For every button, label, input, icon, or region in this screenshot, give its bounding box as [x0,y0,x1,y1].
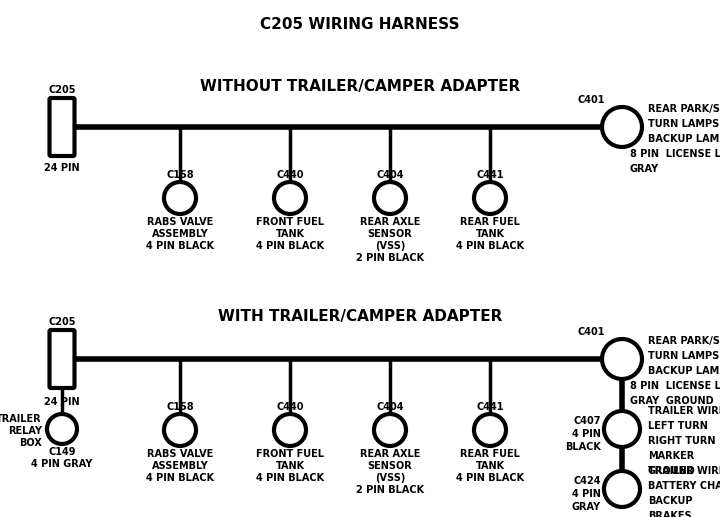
Text: 8 PIN  LICENSE LAMPS: 8 PIN LICENSE LAMPS [630,381,720,391]
Circle shape [374,182,406,214]
Text: GRAY: GRAY [630,164,659,174]
Text: C401: C401 [577,327,605,337]
Text: C440: C440 [276,170,304,180]
Text: C424: C424 [574,476,601,486]
FancyBboxPatch shape [50,98,74,156]
FancyBboxPatch shape [50,330,74,388]
Text: 4 PIN BLACK: 4 PIN BLACK [456,241,524,251]
Text: 4 PIN: 4 PIN [572,429,601,439]
Circle shape [164,414,196,446]
Circle shape [604,471,640,507]
Text: C404: C404 [377,402,404,412]
Text: C205 WIRING HARNESS: C205 WIRING HARNESS [260,17,460,32]
Circle shape [274,414,306,446]
Text: C441: C441 [476,170,504,180]
Text: C440: C440 [276,402,304,412]
Text: REAR AXLE: REAR AXLE [360,217,420,227]
Text: RELAY: RELAY [8,426,42,436]
Text: C149: C149 [48,447,76,457]
Text: SENSOR: SENSOR [368,461,413,471]
Text: TURN LAMPS: TURN LAMPS [648,351,719,361]
Text: RIGHT TURN: RIGHT TURN [648,436,716,446]
Text: LEFT TURN: LEFT TURN [648,421,708,431]
Circle shape [602,339,642,379]
Text: 2 PIN BLACK: 2 PIN BLACK [356,253,424,263]
Text: 4 PIN BLACK: 4 PIN BLACK [256,473,324,483]
Circle shape [374,414,406,446]
Text: 8 PIN  LICENSE LAMPS: 8 PIN LICENSE LAMPS [630,149,720,159]
Text: C441: C441 [476,402,504,412]
Text: WITH TRAILER/CAMPER ADAPTER: WITH TRAILER/CAMPER ADAPTER [218,310,502,325]
Text: WITHOUT TRAILER/CAMPER ADAPTER: WITHOUT TRAILER/CAMPER ADAPTER [200,80,520,95]
Circle shape [164,182,196,214]
Text: 4 PIN BLACK: 4 PIN BLACK [146,241,214,251]
Text: C158: C158 [166,402,194,412]
Text: C205: C205 [48,85,76,95]
Text: TRAILER WIRES: TRAILER WIRES [648,406,720,416]
Text: 24 PIN: 24 PIN [44,397,80,407]
Text: 4 PIN BLACK: 4 PIN BLACK [256,241,324,251]
Text: 4 PIN: 4 PIN [572,489,601,499]
Text: REAR PARK/STOP: REAR PARK/STOP [648,336,720,346]
Text: 2 PIN BLACK: 2 PIN BLACK [356,485,424,495]
Text: REAR FUEL: REAR FUEL [460,217,520,227]
Text: GRAY: GRAY [572,502,601,512]
Text: TANK: TANK [276,461,305,471]
Text: C404: C404 [377,170,404,180]
Text: ASSEMBLY: ASSEMBLY [152,461,208,471]
Text: BACKUP: BACKUP [648,496,693,506]
Circle shape [474,182,506,214]
Text: RABS VALVE: RABS VALVE [147,449,213,459]
Text: TANK: TANK [475,461,505,471]
Text: ASSEMBLY: ASSEMBLY [152,229,208,239]
Text: GRAY  GROUND: GRAY GROUND [630,396,714,406]
Text: (VSS): (VSS) [375,241,405,251]
Text: TRAILER: TRAILER [0,414,42,424]
Text: 4 PIN BLACK: 4 PIN BLACK [146,473,214,483]
Text: C205: C205 [48,317,76,327]
Text: BACKUP LAMPS: BACKUP LAMPS [648,366,720,376]
Circle shape [604,411,640,447]
Text: (VSS): (VSS) [375,473,405,483]
Text: BATTERY CHARGE: BATTERY CHARGE [648,481,720,491]
Text: BLACK: BLACK [565,442,601,452]
Text: 4 PIN BLACK: 4 PIN BLACK [456,473,524,483]
Text: SENSOR: SENSOR [368,229,413,239]
Text: BRAKES: BRAKES [648,511,692,517]
Text: MARKER: MARKER [648,451,694,461]
Text: TANK: TANK [276,229,305,239]
Text: TURN LAMPS: TURN LAMPS [648,119,719,129]
Circle shape [602,107,642,147]
Text: C407: C407 [574,416,601,426]
Text: REAR AXLE: REAR AXLE [360,449,420,459]
Circle shape [274,182,306,214]
Text: GROUND: GROUND [648,466,696,476]
Text: FRONT FUEL: FRONT FUEL [256,217,324,227]
Text: TANK: TANK [475,229,505,239]
Text: FRONT FUEL: FRONT FUEL [256,449,324,459]
Circle shape [47,414,77,444]
Text: REAR FUEL: REAR FUEL [460,449,520,459]
Text: 24 PIN: 24 PIN [44,163,80,173]
Text: REAR PARK/STOP: REAR PARK/STOP [648,104,720,114]
Text: RABS VALVE: RABS VALVE [147,217,213,227]
Text: 4 PIN GRAY: 4 PIN GRAY [31,459,93,469]
Text: TRAILER WIRES: TRAILER WIRES [648,466,720,476]
Text: C158: C158 [166,170,194,180]
Circle shape [474,414,506,446]
Text: C401: C401 [577,95,605,105]
Text: BACKUP LAMPS: BACKUP LAMPS [648,134,720,144]
Text: BOX: BOX [19,438,42,448]
